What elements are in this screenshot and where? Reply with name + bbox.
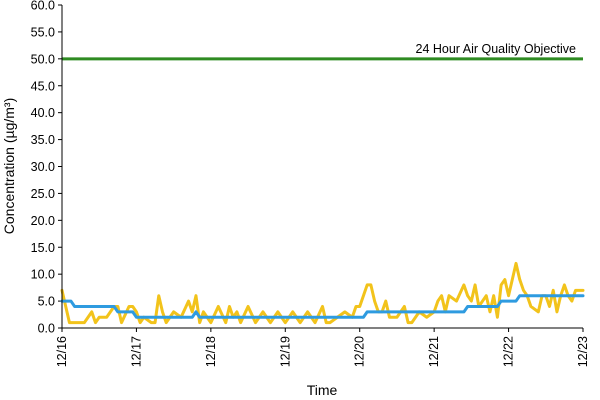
y-tick-label: 0.0 [38,322,55,336]
x-tick-label: 12/23 [576,336,590,367]
y-tick-label: 10.0 [31,268,55,282]
x-tick-label: 12/21 [427,336,441,367]
y-tick-label: 15.0 [31,241,55,255]
y-tick-label: 30.0 [31,160,55,174]
y-tick-label: 25.0 [31,187,55,201]
y-tick-label: 20.0 [31,214,55,228]
y-tick-label: 60.0 [31,0,55,13]
x-tick-label: 12/20 [353,336,367,367]
x-tick-label: 12/19 [278,336,292,367]
series-line-blue [60,294,585,319]
x-tick-label: 12/17 [129,336,143,367]
y-tick-label: 50.0 [31,52,55,66]
x-tick-label: 12/18 [204,336,218,367]
y-tick-label: 35.0 [31,133,55,147]
y-tick-label: 5.0 [38,295,55,309]
objective-annotation: 24 Hour Air Quality Objective [416,42,577,56]
y-tick-label: 45.0 [31,79,55,93]
y-axis-title: Concentration (µg/m³) [1,98,17,234]
x-tick-label: 12/22 [502,336,516,367]
y-tick-label: 40.0 [31,106,55,120]
x-axis-ticks: 12/16 12/17 12/18 12/19 12/20 12/21 12/22 12/23 [55,328,590,367]
x-axis-title: Time [307,382,338,398]
x-tick-label: 12/16 [55,336,69,367]
y-axis-ticks: 0.0 5.0 10.0 15.0 20.0 25.0 30.0 35.0 40.0 45.0 50… [31,0,62,336]
y-tick-label: 55.0 [31,25,55,39]
series-line-yellow [60,261,585,325]
axes [61,5,583,329]
series-layer [60,57,585,325]
